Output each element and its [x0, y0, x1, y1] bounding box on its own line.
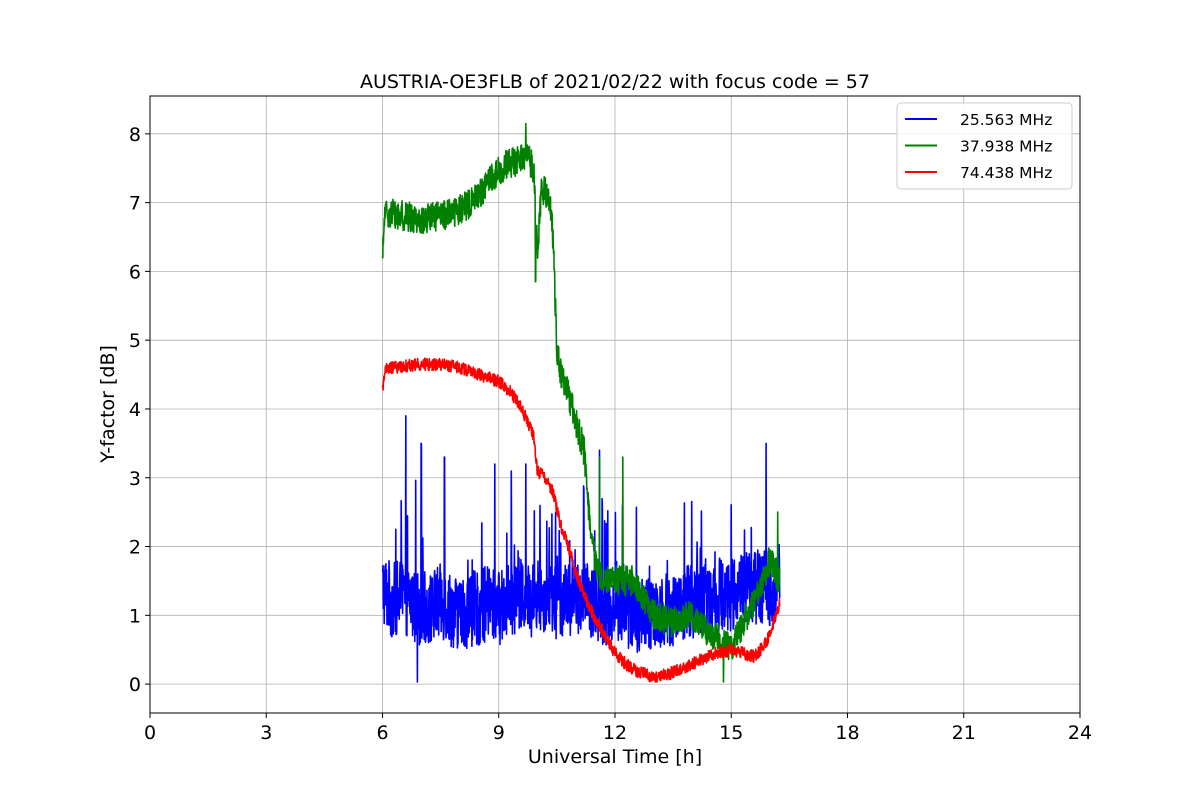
legend-box — [896, 102, 1073, 190]
x-tick-label: 24 — [1068, 722, 1092, 744]
legend-label: 37.938 MHz — [960, 138, 1052, 156]
y-tick-label: 3 — [129, 468, 141, 490]
x-axis-label: Universal Time [h] — [528, 746, 702, 768]
series-line-0 — [381, 414, 781, 683]
y-axis-label: Y-factor [dB] — [97, 345, 119, 464]
x-tick-label: 0 — [144, 722, 156, 744]
legend-label: 25.563 MHz — [960, 111, 1052, 129]
x-tick-label: 15 — [719, 722, 743, 744]
chart-title: AUSTRIA-OE3FLB of 2021/02/22 with focus … — [360, 71, 870, 93]
y-tick-label: 2 — [129, 537, 141, 559]
y-tick-label: 0 — [129, 674, 141, 696]
x-tick-label: 3 — [260, 722, 272, 744]
series-lines — [381, 122, 781, 683]
legend-label: 74.438 MHz — [960, 164, 1052, 182]
x-tick-label: 21 — [952, 722, 976, 744]
y-tick-label: 8 — [129, 124, 141, 146]
x-tick-label: 18 — [835, 722, 859, 744]
x-tick-label: 12 — [603, 722, 627, 744]
y-tick-label: 1 — [129, 605, 141, 627]
legend: 25.563 MHz 37.938 MHz 74.438 MHz — [896, 102, 1073, 190]
x-tick-label: 6 — [376, 722, 388, 744]
y-tick-label: 5 — [129, 330, 141, 352]
y-tick-label: 7 — [129, 193, 141, 215]
series-line-1 — [381, 122, 781, 683]
x-tick-label: 9 — [493, 722, 505, 744]
series-line-2 — [381, 357, 781, 683]
y-tick-label: 6 — [129, 261, 141, 283]
y-tick-label: 4 — [129, 399, 141, 421]
